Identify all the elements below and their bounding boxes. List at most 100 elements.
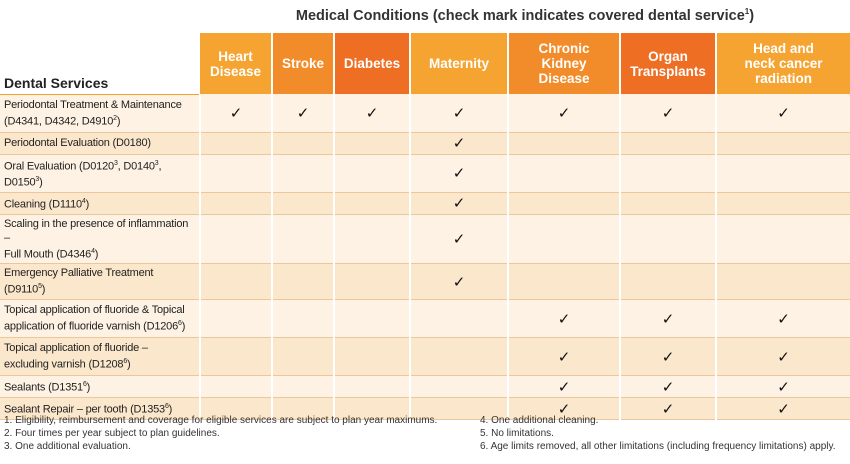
- coverage-cell: ✓: [715, 94, 850, 133]
- footnote: 3. One additional evaluation.: [4, 441, 131, 452]
- footnotes-right: 4. One additional cleaning. 5. No limitat…: [480, 414, 836, 453]
- check-mark-icon: ✓: [365, 104, 379, 122]
- coverage-cell: [199, 397, 272, 421]
- check-mark-icon: ✓: [777, 378, 790, 396]
- service-text: excluding varnish (D1208: [4, 358, 124, 371]
- column-header: Chronic Kidney Disease: [508, 33, 621, 94]
- coverage-table: Dental Services Heart Disease Stroke Diab…: [0, 33, 850, 421]
- service-text: ): [94, 248, 99, 261]
- service-text: ): [85, 198, 90, 211]
- check-mark-icon: ✓: [777, 400, 790, 418]
- coverage-cell: [271, 192, 334, 215]
- coverage-cell: ✓: [715, 375, 850, 399]
- footnote: 4. One additional cleaning.: [480, 415, 599, 426]
- service-text: (D4341, D4342, D4910: [4, 115, 114, 128]
- dental-service-name: Periodontal Evaluation (D0180): [0, 132, 200, 155]
- check-mark-icon: ✓: [452, 165, 466, 183]
- coverage-cell: ✓: [409, 214, 508, 265]
- table-row: Topical application of fluoride – excludi…: [0, 337, 850, 377]
- coverage-cell: ✓: [507, 397, 620, 421]
- column-header-line: Chronic: [538, 41, 590, 56]
- coverage-cell: [507, 132, 620, 155]
- coverage-cell: [507, 154, 620, 193]
- coverage-cell: [333, 337, 410, 377]
- footnote: 1. Eligibility, reimbursement and covera…: [4, 415, 438, 426]
- coverage-cell: ✓: [409, 154, 508, 193]
- service-text: Periodontal Evaluation (D0180): [4, 137, 151, 149]
- column-header-line: Maternity: [428, 56, 489, 71]
- footnote-marker: 6: [82, 381, 87, 389]
- title-footnote-marker: 1: [744, 7, 750, 16]
- coverage-cell: [199, 299, 272, 339]
- service-text: Full Mouth (D4346: [4, 248, 92, 261]
- dental-service-name: Periodontal Treatment & Maintenance (D434…: [0, 94, 200, 133]
- coverage-cell: [333, 192, 410, 215]
- footnote-marker: 6: [123, 358, 128, 366]
- coverage-cell: [619, 132, 716, 155]
- footnote-marker: 4: [91, 247, 95, 255]
- dental-service-name: Oral Evaluation (D01203, D01403, D01503): [0, 154, 200, 193]
- coverage-cell: [619, 192, 716, 215]
- check-mark-icon: ✓: [452, 231, 466, 249]
- coverage-cell: [271, 154, 334, 193]
- service-text: ): [168, 403, 173, 416]
- table-row: Cleaning (D11104) ✓: [0, 192, 850, 215]
- coverage-cell: [715, 132, 850, 155]
- column-header-line: neck cancer: [744, 56, 823, 71]
- coverage-cell: [199, 192, 272, 215]
- check-mark-icon: ✓: [557, 400, 571, 418]
- service-text: ): [39, 176, 43, 189]
- table-title-text: Medical Conditions (check mark indicates…: [295, 7, 745, 24]
- footnote: 5. No limitations.: [480, 428, 554, 439]
- coverage-cell: [409, 337, 508, 377]
- service-text: Periodontal Treatment & Maintenance: [4, 98, 182, 111]
- footnote-marker: 4: [81, 197, 86, 205]
- coverage-cell: [333, 263, 410, 301]
- coverage-cell: ✓: [619, 397, 716, 421]
- coverage-cell: [271, 214, 334, 265]
- coverage-cell: ✓: [619, 299, 716, 339]
- table-title-close: ): [749, 7, 755, 24]
- service-text: , D0150: [4, 160, 162, 189]
- service-text: ): [116, 115, 121, 128]
- check-mark-icon: ✓: [777, 310, 790, 328]
- footnote-marker: 3: [113, 159, 118, 167]
- dental-service-name: Topical application of fluoride – excludi…: [0, 337, 200, 377]
- coverage-cell: [271, 263, 334, 301]
- check-mark-icon: ✓: [661, 378, 675, 396]
- column-header: Organ Transplants: [620, 33, 717, 94]
- table-row: Scaling in the presence of inflammation …: [0, 214, 850, 265]
- column-header: Heart Disease: [200, 33, 273, 94]
- coverage-cell: ✓: [409, 263, 508, 301]
- check-mark-icon: ✓: [661, 348, 675, 366]
- check-mark-icon: ✓: [557, 348, 571, 366]
- service-text: Sealant Repair – per tooth (D1353: [4, 403, 165, 416]
- dental-services-header: Dental Services: [0, 33, 200, 95]
- coverage-cell: [333, 154, 410, 193]
- coverage-cell: [333, 214, 410, 265]
- coverage-cell: ✓: [619, 337, 716, 377]
- coverage-cell: [333, 299, 410, 339]
- coverage-cell: [199, 337, 272, 377]
- footnote-marker: 3: [154, 159, 159, 167]
- table-row: Sealants (D13516) ✓ ✓ ✓: [0, 375, 850, 399]
- service-text: application of fluoride varnish (D1206: [4, 320, 179, 333]
- check-mark-icon: ✓: [661, 310, 675, 328]
- coverage-cell: [199, 132, 272, 155]
- coverage-cell: [199, 214, 272, 265]
- coverage-cell: [715, 263, 850, 301]
- coverage-cell: ✓: [715, 397, 850, 421]
- dental-service-name: Scaling in the presence of inflammation …: [0, 214, 200, 265]
- check-mark-icon: ✓: [452, 104, 466, 122]
- coverage-cell: [199, 375, 272, 399]
- header-row: Dental Services Heart Disease Stroke Diab…: [0, 33, 850, 95]
- footnote-marker: 2: [113, 114, 117, 122]
- coverage-cell: [199, 263, 272, 301]
- dental-service-name: Topical application of fluoride & Topica…: [0, 299, 200, 339]
- coverage-cell: [715, 192, 850, 215]
- check-mark-icon: ✓: [296, 104, 310, 122]
- footnote: 6. Age limits removed, all other limitat…: [480, 441, 836, 452]
- service-text: ): [181, 320, 186, 333]
- coverage-cell: ✓: [507, 94, 620, 133]
- check-mark-icon: ✓: [777, 104, 790, 122]
